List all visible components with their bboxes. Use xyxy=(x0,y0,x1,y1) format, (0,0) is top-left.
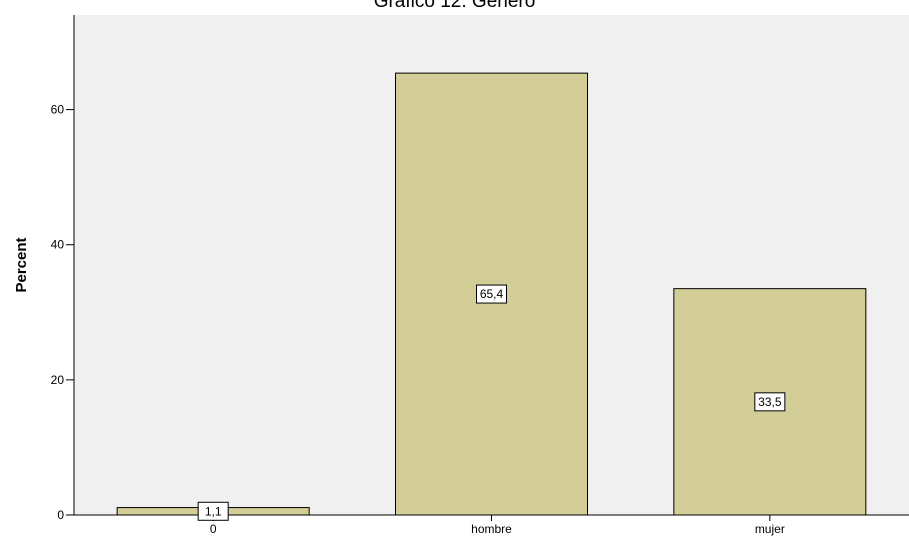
y-tick-label: 60 xyxy=(51,103,65,117)
x-tick-label: 0 xyxy=(210,522,217,536)
data-label: 1,1 xyxy=(205,504,222,518)
data-label-box xyxy=(476,284,507,304)
x-tick-label: mujer xyxy=(755,522,785,536)
data-label: 33,5 xyxy=(758,395,782,409)
chart-title: Gráfico 12. Genero xyxy=(373,0,536,12)
y-tick-label: 40 xyxy=(51,238,65,252)
y-axis-title: Percent xyxy=(13,237,30,292)
y-tick-label: 20 xyxy=(51,373,65,387)
data-label: 65,4 xyxy=(480,287,504,301)
data-label-box xyxy=(197,501,229,521)
x-tick-label: hombre xyxy=(471,522,512,536)
data-label-box xyxy=(754,392,786,412)
y-tick-label: 0 xyxy=(57,508,64,522)
